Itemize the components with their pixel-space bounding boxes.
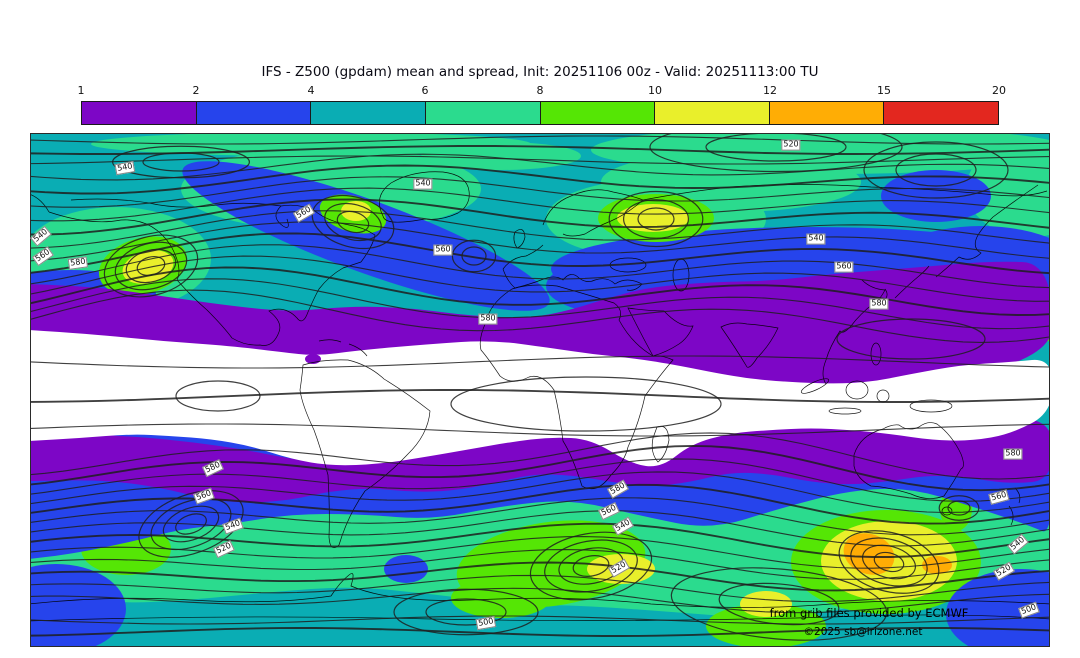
colorbar-segment <box>82 102 197 124</box>
map-image <box>31 134 1049 646</box>
contour-label: 580 <box>478 313 498 325</box>
colorbar-segment <box>425 102 541 124</box>
colorbar-tick: 4 <box>307 84 315 97</box>
contour-label: 580 <box>869 298 889 310</box>
map-area: 540 560 540 520 540 560 580 560 580 540 … <box>30 133 1050 647</box>
colorbar-tick: 1 <box>77 84 85 97</box>
page-title: IFS - Z500 (gpdam) mean and spread, Init… <box>261 64 819 80</box>
colorbar-tick: 12 <box>763 84 777 97</box>
colorbar <box>81 101 999 125</box>
colorbar-segment <box>540 102 656 124</box>
contour-label: 560 <box>433 244 453 256</box>
contour-label: 540 <box>413 178 433 190</box>
contour-label: 560 <box>834 261 854 273</box>
contour-label: 520 <box>781 139 801 151</box>
contour-label: 540 <box>806 233 826 245</box>
spread-shading-layer <box>31 134 1049 646</box>
colorbar-segment <box>884 102 998 124</box>
coastlines-layer <box>31 171 1049 622</box>
colorbar-segment <box>769 102 885 124</box>
attribution-source: from grib files provided by ECMWF <box>769 606 969 620</box>
contour-label: 580 <box>1003 448 1023 460</box>
colorbar-tick: 10 <box>648 84 662 97</box>
colorbar-segment <box>655 102 770 124</box>
contour-lines-layer <box>31 134 1049 641</box>
colorbar-tick: 6 <box>421 84 429 97</box>
colorbar-segment <box>311 102 426 124</box>
colorbar-tick: 20 <box>992 84 1006 97</box>
colorbar-tick: 8 <box>536 84 544 97</box>
colorbar-tick: 2 <box>192 84 200 97</box>
colorbar-tick: 15 <box>877 84 891 97</box>
attribution-copyright: ©2025 sb@irizone.net <box>803 626 923 638</box>
colorbar-segment <box>196 102 312 124</box>
